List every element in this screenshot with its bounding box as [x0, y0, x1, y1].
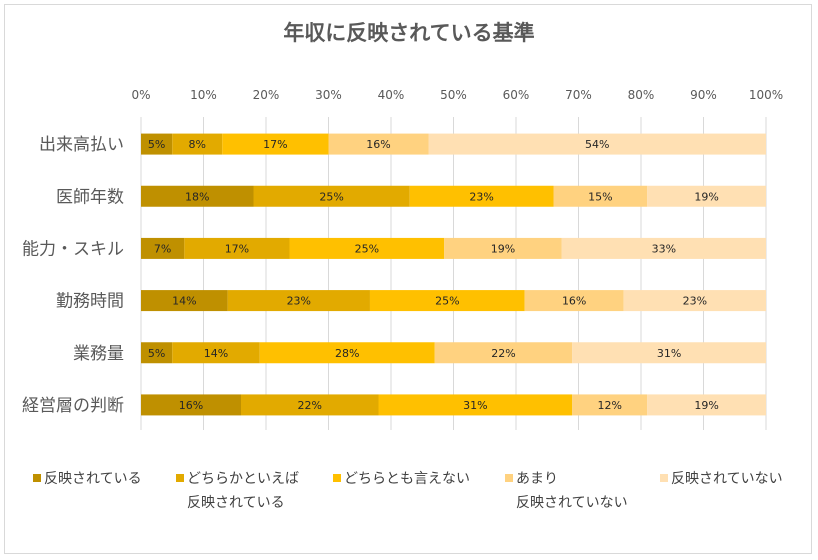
data-label: 25% [319, 190, 343, 203]
data-label: 19% [491, 242, 515, 255]
bar-segment [623, 290, 766, 312]
bar-segment [172, 133, 223, 155]
data-label: 19% [694, 190, 718, 203]
legend-swatch [176, 474, 184, 482]
category-label: 出来高払い [39, 135, 124, 155]
legend-label: 反映されていない [671, 471, 783, 487]
x-tick-label: 80% [628, 88, 655, 102]
legend-label: どちらとも言えない [344, 471, 470, 487]
data-label: 14% [172, 295, 196, 308]
category-label: 経営層の判断 [22, 396, 124, 416]
category-label: 医師年数 [56, 187, 124, 207]
bar-segment [434, 342, 573, 364]
bar-segment [647, 394, 766, 416]
legend-label: 反映されていない [516, 495, 628, 511]
data-label: 14% [204, 347, 228, 360]
data-label: 22% [491, 347, 515, 360]
bar-segment [222, 133, 329, 155]
category-label: 能力・スキル [22, 239, 124, 259]
data-label: 18% [185, 190, 209, 203]
bar-segment [561, 237, 766, 259]
data-label: 16% [179, 399, 203, 412]
data-label: 33% [652, 242, 676, 255]
bar-segment [524, 290, 624, 312]
bar-segment [428, 133, 766, 155]
bar-segment [184, 237, 290, 259]
bar-segment [141, 290, 228, 312]
legend-label: どちらかといえば [187, 471, 299, 487]
bar-segment [369, 290, 525, 312]
data-label: 28% [335, 347, 359, 360]
data-label: 17% [225, 242, 249, 255]
bar-segment [141, 237, 185, 259]
data-label: 54% [585, 138, 609, 151]
bar-segment [172, 342, 260, 364]
data-label: 25% [435, 295, 459, 308]
bar-segment [553, 185, 648, 207]
data-label: 5% [148, 138, 165, 151]
bar-segment [241, 394, 379, 416]
bar-segment [141, 185, 254, 207]
bar-segment [141, 342, 173, 364]
data-label: 31% [657, 347, 681, 360]
x-tick-label: 70% [565, 88, 592, 102]
data-label: 31% [463, 399, 487, 412]
legend-swatch [33, 474, 41, 482]
x-tick-label: 20% [253, 88, 280, 102]
data-label: 23% [287, 295, 311, 308]
data-label: 19% [694, 399, 718, 412]
data-label: 16% [366, 138, 390, 151]
bar-segment [289, 237, 445, 259]
bar-segment [647, 185, 766, 207]
chart-title: 年収に反映されている基準 [283, 21, 534, 45]
bar-segment [572, 394, 648, 416]
legend-swatch [333, 474, 341, 482]
bar-segment [328, 133, 429, 155]
data-label: 22% [298, 399, 322, 412]
data-label: 25% [355, 242, 379, 255]
bar-segment [572, 342, 766, 364]
legend-label: 反映されている [187, 495, 285, 511]
bar-segment [378, 394, 573, 416]
data-label: 15% [588, 190, 612, 203]
x-tick-label: 50% [440, 88, 467, 102]
data-label: 8% [189, 138, 206, 151]
data-label: 23% [683, 295, 707, 308]
bar-segment [444, 237, 562, 259]
data-label: 23% [469, 190, 493, 203]
bar-segment [227, 290, 370, 312]
data-label: 12% [598, 399, 622, 412]
category-label: 業務量 [73, 344, 124, 364]
legend-label: 反映されている [44, 471, 142, 487]
bar-segment [253, 185, 410, 207]
bar-segment [259, 342, 435, 364]
data-label: 7% [154, 242, 171, 255]
category-label: 勤務時間 [56, 292, 124, 312]
x-tick-label: 90% [690, 88, 717, 102]
legend-swatch [660, 474, 668, 482]
legend-label: あまり [516, 471, 558, 487]
x-tick-label: 100% [749, 88, 783, 102]
data-label: 16% [562, 295, 586, 308]
x-tick-label: 0% [131, 88, 150, 102]
x-tick-label: 60% [503, 88, 530, 102]
bar-segment [141, 133, 173, 155]
x-tick-label: 40% [378, 88, 405, 102]
bar-segment [141, 394, 241, 416]
bar-segment [409, 185, 554, 207]
chart-area [4, 4, 812, 554]
data-label: 5% [148, 347, 165, 360]
legend-swatch [505, 474, 513, 482]
x-tick-label: 30% [315, 88, 342, 102]
data-label: 17% [263, 138, 287, 151]
x-tick-label: 10% [190, 88, 217, 102]
